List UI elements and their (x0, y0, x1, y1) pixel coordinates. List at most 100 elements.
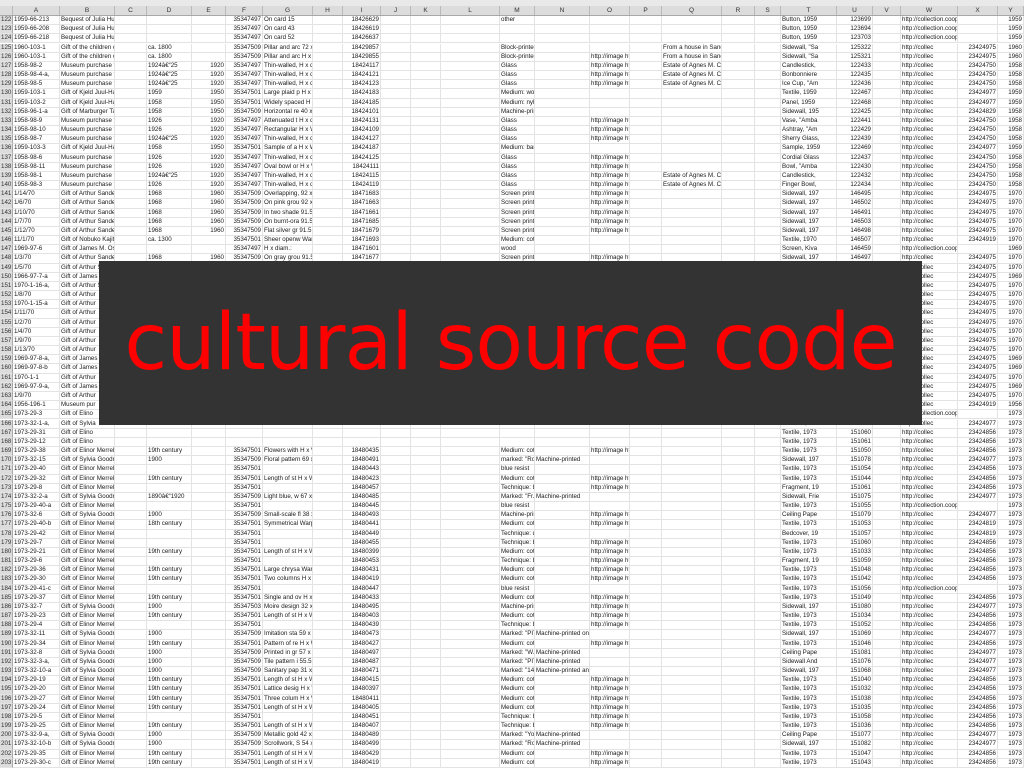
row-number[interactable]: 142 (0, 199, 13, 209)
table-cell[interactable] (535, 236, 590, 246)
table-cell[interactable]: 1973 (998, 657, 1024, 668)
table-cell[interactable]: http://collec (901, 557, 958, 567)
table-cell[interactable] (343, 428, 381, 438)
row-number[interactable]: 139 (0, 171, 13, 182)
table-cell[interactable]: 1973 (998, 694, 1024, 704)
table-cell[interactable] (662, 25, 722, 35)
table-cell[interactable]: Gift of the children of the (60, 43, 115, 53)
table-cell[interactable] (630, 153, 662, 163)
table-cell[interactable] (381, 89, 411, 99)
table-cell[interactable]: 23424856 (958, 437, 998, 447)
table-cell[interactable] (662, 547, 722, 558)
table-cell[interactable]: 18480433 (343, 593, 381, 603)
table-cell[interactable]: Sidewall, "Sa (781, 43, 837, 53)
table-cell[interactable]: ca. 1300 (147, 236, 192, 246)
table-cell[interactable] (192, 447, 226, 457)
table-cell[interactable] (662, 712, 722, 723)
table-cell[interactable] (630, 575, 662, 585)
column-header[interactable]: V (873, 6, 901, 15)
table-cell[interactable]: 1973 (998, 465, 1024, 475)
table-cell[interactable] (381, 492, 411, 503)
table-cell[interactable]: 35347509 (226, 52, 263, 62)
table-cell[interactable]: 1969 (998, 382, 1024, 392)
table-cell[interactable] (662, 520, 722, 530)
table-cell[interactable]: Gift of Arthur Sanderson & (60, 208, 115, 218)
table-cell[interactable]: 151049 (837, 593, 873, 603)
table-cell[interactable] (115, 547, 147, 558)
table-cell[interactable]: 1970 (998, 346, 1024, 356)
table-cell[interactable]: 1958 (147, 144, 192, 154)
table-cell[interactable] (535, 135, 590, 145)
table-cell[interactable]: 18th century (147, 520, 192, 530)
table-cell[interactable]: 1973-29-36 (13, 566, 60, 576)
table-cell[interactable]: http://collec (901, 208, 958, 218)
table-cell[interactable]: 151082 (837, 740, 873, 750)
table-cell[interactable]: 1973-29-21 (13, 547, 60, 558)
table-cell[interactable] (381, 630, 411, 640)
table-cell[interactable] (630, 694, 662, 704)
table-cell[interactable] (755, 437, 781, 447)
table-cell[interactable]: http://collec (901, 52, 958, 62)
table-cell[interactable]: 123703 (837, 34, 873, 44)
table-cell[interactable]: 1973 (998, 593, 1024, 603)
table-cell[interactable] (313, 107, 343, 117)
table-cell[interactable] (381, 465, 411, 475)
table-cell[interactable]: 18480495 (343, 602, 381, 613)
table-cell[interactable] (411, 749, 441, 759)
table-cell[interactable]: 1950 (192, 107, 226, 117)
table-cell[interactable] (313, 602, 343, 613)
table-cell[interactable] (873, 749, 901, 759)
column-header[interactable]: E (192, 6, 226, 15)
table-cell[interactable] (630, 107, 662, 117)
row-number[interactable]: 180 (0, 547, 13, 558)
table-cell[interactable]: 18424185 (343, 98, 381, 108)
table-cell[interactable]: http://collec (901, 190, 958, 200)
table-cell[interactable]: 1973-29-27 (13, 694, 60, 704)
table-cell[interactable] (115, 758, 147, 768)
table-cell[interactable] (535, 116, 590, 127)
table-cell[interactable]: Sherry Glass, (781, 135, 837, 145)
table-cell[interactable] (411, 144, 441, 154)
table-cell[interactable] (630, 162, 662, 172)
table-cell[interactable] (662, 126, 722, 136)
table-cell[interactable]: Length of st H x W (a): 94 (263, 758, 313, 768)
table-cell[interactable] (411, 612, 441, 622)
table-cell[interactable]: 123699 (837, 16, 873, 26)
table-cell[interactable]: 35347509 (226, 740, 263, 750)
table-cell[interactable]: Pattern of re H x W: 186 x (263, 639, 313, 649)
table-cell[interactable]: 1900 (147, 602, 192, 613)
column-header[interactable]: N (535, 6, 590, 15)
table-cell[interactable] (441, 226, 500, 237)
table-cell[interactable]: http://image http://images.collection.co… (590, 135, 630, 145)
column-header[interactable]: U (837, 6, 873, 15)
table-cell[interactable] (441, 98, 500, 108)
table-cell[interactable]: 1969 (998, 364, 1024, 374)
row-number[interactable]: 154 (0, 309, 13, 319)
table-cell[interactable]: Sidewall, 197 (781, 456, 837, 466)
table-cell[interactable] (441, 245, 500, 255)
table-cell[interactable]: 151032 (837, 685, 873, 695)
table-cell[interactable] (630, 80, 662, 90)
table-cell[interactable] (411, 648, 441, 658)
table-cell[interactable]: Machine-printed (535, 648, 590, 658)
table-cell[interactable]: http://collec (901, 648, 958, 658)
table-cell[interactable]: 23424750 (958, 116, 998, 127)
table-cell[interactable]: 1959-66-208 (13, 25, 60, 35)
table-cell[interactable] (381, 731, 411, 741)
table-cell[interactable] (722, 676, 755, 686)
table-cell[interactable]: 23424975 (958, 43, 998, 53)
table-cell[interactable] (381, 602, 411, 613)
table-cell[interactable]: 23424750 (958, 135, 998, 145)
column-header[interactable]: C (115, 6, 147, 15)
table-cell[interactable] (115, 80, 147, 90)
table-cell[interactable] (381, 171, 411, 182)
table-cell[interactable]: Button, 1959 (781, 25, 837, 35)
table-cell[interactable] (873, 34, 901, 44)
table-cell[interactable] (722, 502, 755, 512)
table-cell[interactable]: 1960 (192, 199, 226, 209)
table-cell[interactable] (313, 61, 343, 71)
row-number[interactable]: 165 (0, 410, 13, 420)
table-cell[interactable] (873, 465, 901, 475)
row-number[interactable]: 135 (0, 135, 13, 145)
table-cell[interactable] (115, 190, 147, 200)
